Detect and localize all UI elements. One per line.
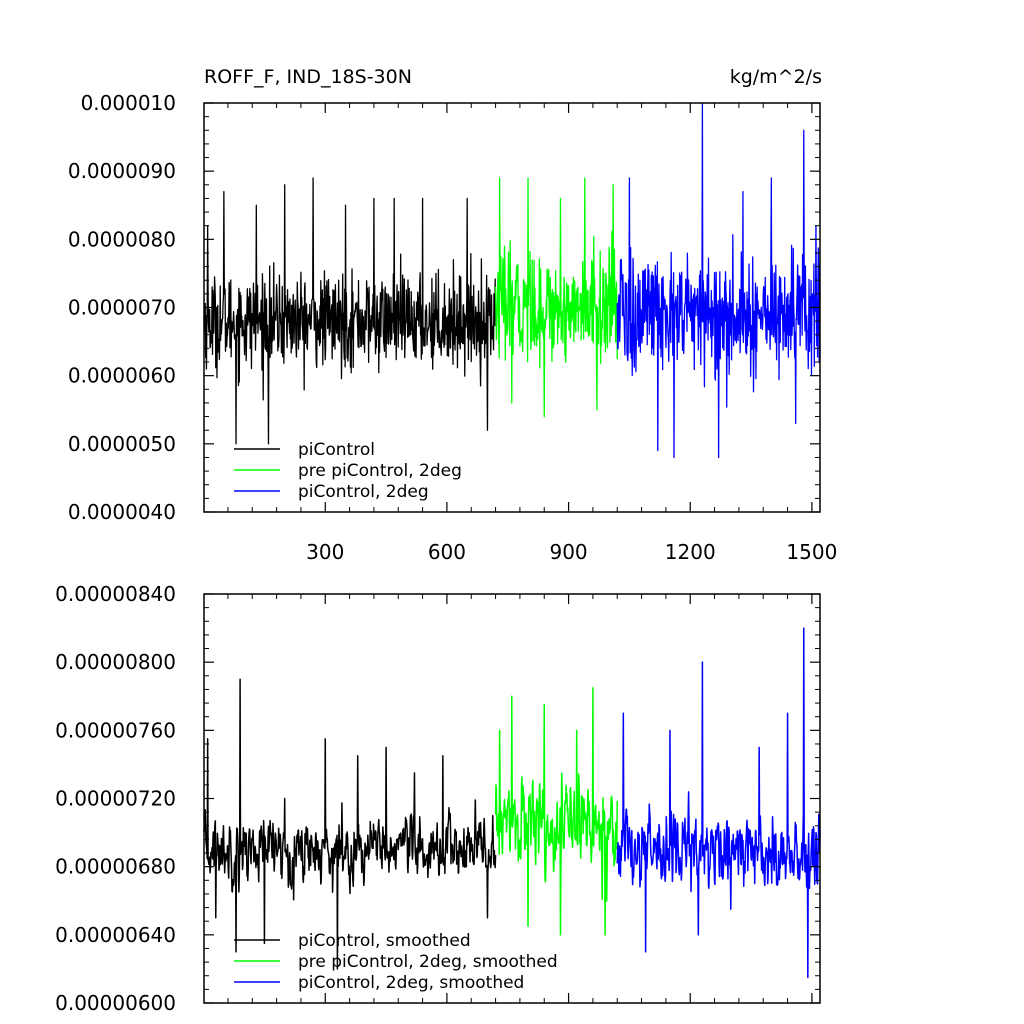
y-tick-label: 0.00000720: [55, 787, 176, 811]
bottom-plot-panel: 0.00000600 0.00000640 0.00000680 0.00000720…: [55, 582, 821, 1015]
y-tick-label: 0.0000040: [68, 500, 176, 524]
bottom-axis-ticks: 0.00000600 0.00000640 0.00000680 0.00000720…: [55, 582, 820, 1015]
y-tick-label: 0.00000760: [55, 718, 176, 742]
series-line-1: [203, 678, 497, 970]
y-tick-label: 0.000010: [81, 91, 176, 115]
y-tick-label: 0.0000080: [68, 227, 176, 251]
series-line-2: [494, 177, 618, 418]
y-tick-label: 0.00000600: [55, 991, 176, 1015]
x-tick-label: 1200: [665, 540, 716, 564]
legend-label-2: pre piControl, 2deg, smoothed: [298, 952, 558, 972]
series-line-3: [616, 102, 821, 459]
y-tick-label: 0.00000800: [55, 650, 176, 674]
legend-label-3: piControl, 2deg: [298, 482, 429, 502]
y-tick-label: 0.0000060: [68, 364, 176, 388]
series-line-3: [616, 627, 821, 979]
series-line-2: [494, 686, 618, 936]
top-series-layer: [203, 102, 821, 459]
bottom-series-layer: [203, 627, 821, 979]
y-tick-label: 0.0000070: [68, 296, 176, 320]
y-tick-label: 0.00000680: [55, 855, 176, 879]
bottom-plot-frame: [203, 593, 821, 1004]
legend-label-1: piControl: [298, 440, 375, 460]
top-plot-frame: [203, 102, 821, 513]
legend-label-1: piControl, smoothed: [298, 931, 471, 951]
top-axis-ticks: 0.0000040 0.0000050 0.0000060 0.0000070 0.00…: [68, 91, 837, 564]
legend-label-2: pre piControl, 2deg: [298, 461, 462, 481]
x-tick-label: 900: [549, 540, 587, 564]
x-tick-label: 1500: [786, 540, 837, 564]
legend-label-3: piControl, 2deg, smoothed: [298, 973, 524, 993]
y-tick-label: 0.0000090: [68, 159, 176, 183]
x-tick-label: 600: [428, 540, 466, 564]
y-tick-label: 0.0000050: [68, 432, 176, 456]
series-line-1: [203, 177, 497, 445]
y-tick-label: 0.00000640: [55, 923, 176, 947]
top-plot-title: ROFF_F, IND_18S-30N: [204, 66, 412, 88]
top-plot-units: kg/m^2/s: [730, 66, 822, 88]
y-tick-label: 0.00000840: [55, 582, 176, 606]
x-tick-label: 300: [306, 540, 344, 564]
top-plot-panel: ROFF_F, IND_18S-30N kg/m^2/s 0.00000400.…: [68, 66, 837, 564]
